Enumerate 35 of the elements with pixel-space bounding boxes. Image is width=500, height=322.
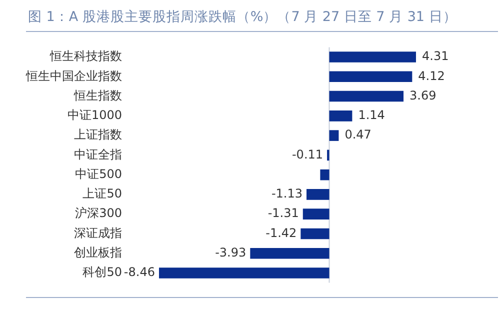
y-tick-label: 恒生科技指数 (49, 49, 122, 64)
data-label: 4.12 (418, 68, 445, 83)
bar (250, 248, 330, 259)
y-tick-label: 深证成指 (74, 226, 122, 240)
data-label: -3.93 (215, 245, 246, 260)
bar (329, 52, 416, 62)
y-tick-label: 上证50 (82, 186, 122, 201)
y-tick-label: 中证全指 (74, 147, 122, 162)
data-label: 1.14 (358, 108, 385, 122)
y-tick-label: 创业板指 (74, 245, 122, 260)
y-tick-label: 上证指数 (74, 128, 122, 142)
bar (300, 228, 330, 240)
chart-title: 图 1：A 股港股主要股指周涨跌幅（%）（7 月 27 日至 7 月 31 日） (28, 8, 457, 26)
y-tick-label: 恒生中国企业指数 (25, 68, 122, 83)
bar (158, 268, 330, 278)
data-label: -1.13 (271, 186, 303, 201)
data-label: 0.47 (344, 128, 372, 142)
y-tick-label: 科创50 (82, 265, 122, 280)
y-tick-label: 中证500 (75, 166, 122, 181)
y-tick-label: 恒生指数 (73, 88, 122, 102)
data-label: 4.31 (422, 49, 449, 64)
data-label: 3.69 (410, 88, 436, 102)
y-tick-label: 中证1000 (67, 108, 122, 122)
bar (306, 189, 330, 200)
data-label: -8.46 (124, 265, 155, 280)
bar (320, 169, 330, 180)
y-tick-label: 沪深300 (75, 206, 122, 220)
bar (302, 208, 330, 220)
bar (329, 90, 404, 102)
data-label: -1.42 (266, 226, 297, 240)
data-label: -1.31 (268, 206, 299, 220)
bar (329, 130, 339, 141)
bar (329, 110, 352, 122)
data-label: -0.11 (292, 147, 324, 162)
bar (329, 71, 412, 82)
